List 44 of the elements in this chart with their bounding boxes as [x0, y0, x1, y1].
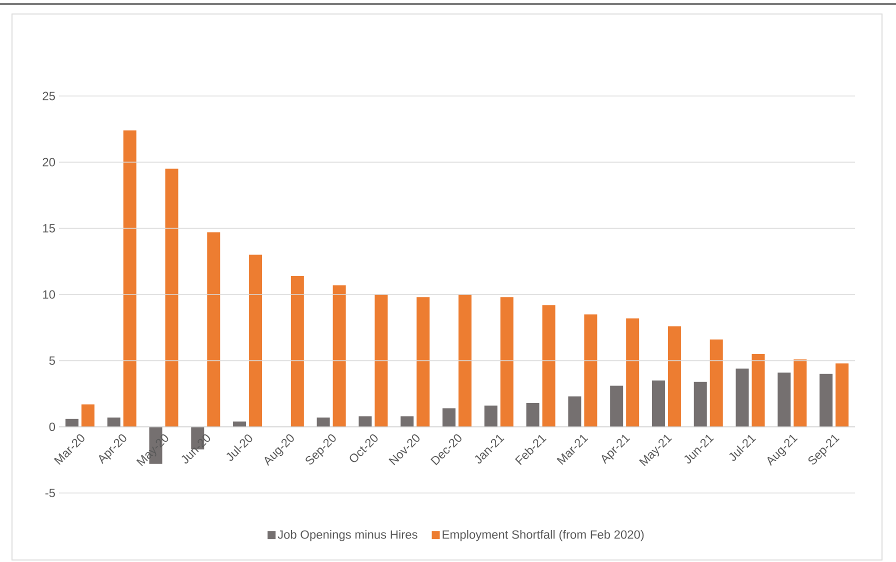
bar [416, 297, 430, 427]
bar [233, 422, 246, 427]
y-tick-label: 5 [49, 356, 55, 365]
bar [81, 404, 94, 427]
bar [290, 276, 304, 427]
bar [710, 339, 723, 427]
bar [400, 416, 414, 427]
bar [374, 294, 388, 427]
bar [542, 305, 556, 427]
legend-label: Employment Shortfall (from Feb 2020) [442, 530, 644, 542]
bar [778, 372, 791, 427]
bar [500, 297, 514, 427]
bar [207, 232, 220, 427]
bar [165, 168, 178, 427]
y-tick-label: 0 [49, 422, 56, 432]
y-tick-label: 20 [42, 158, 56, 166]
bar [484, 406, 498, 427]
bar [652, 380, 665, 427]
bar [107, 418, 120, 427]
y-tick-label: 10 [43, 290, 56, 299]
bar [836, 363, 849, 427]
bar [358, 416, 372, 427]
bar [794, 359, 807, 427]
bar [820, 374, 833, 427]
bar [568, 396, 582, 427]
bar [123, 130, 136, 427]
bar [584, 314, 598, 427]
bar [458, 294, 472, 427]
bar [65, 418, 78, 427]
bar [249, 254, 262, 427]
bar [626, 318, 640, 427]
bar [526, 403, 540, 427]
y-tick-label: 15 [43, 224, 55, 232]
bar [736, 368, 749, 427]
bar [332, 285, 346, 427]
bar [316, 418, 330, 427]
bar [694, 382, 707, 427]
bar [442, 408, 456, 427]
legend-label: Job Openings minus Hires [278, 530, 418, 542]
y-tick-label: -5 [45, 488, 55, 498]
y-tick-label: 25 [42, 92, 55, 100]
bar [668, 326, 681, 427]
bar [610, 386, 624, 427]
bar [752, 354, 765, 427]
